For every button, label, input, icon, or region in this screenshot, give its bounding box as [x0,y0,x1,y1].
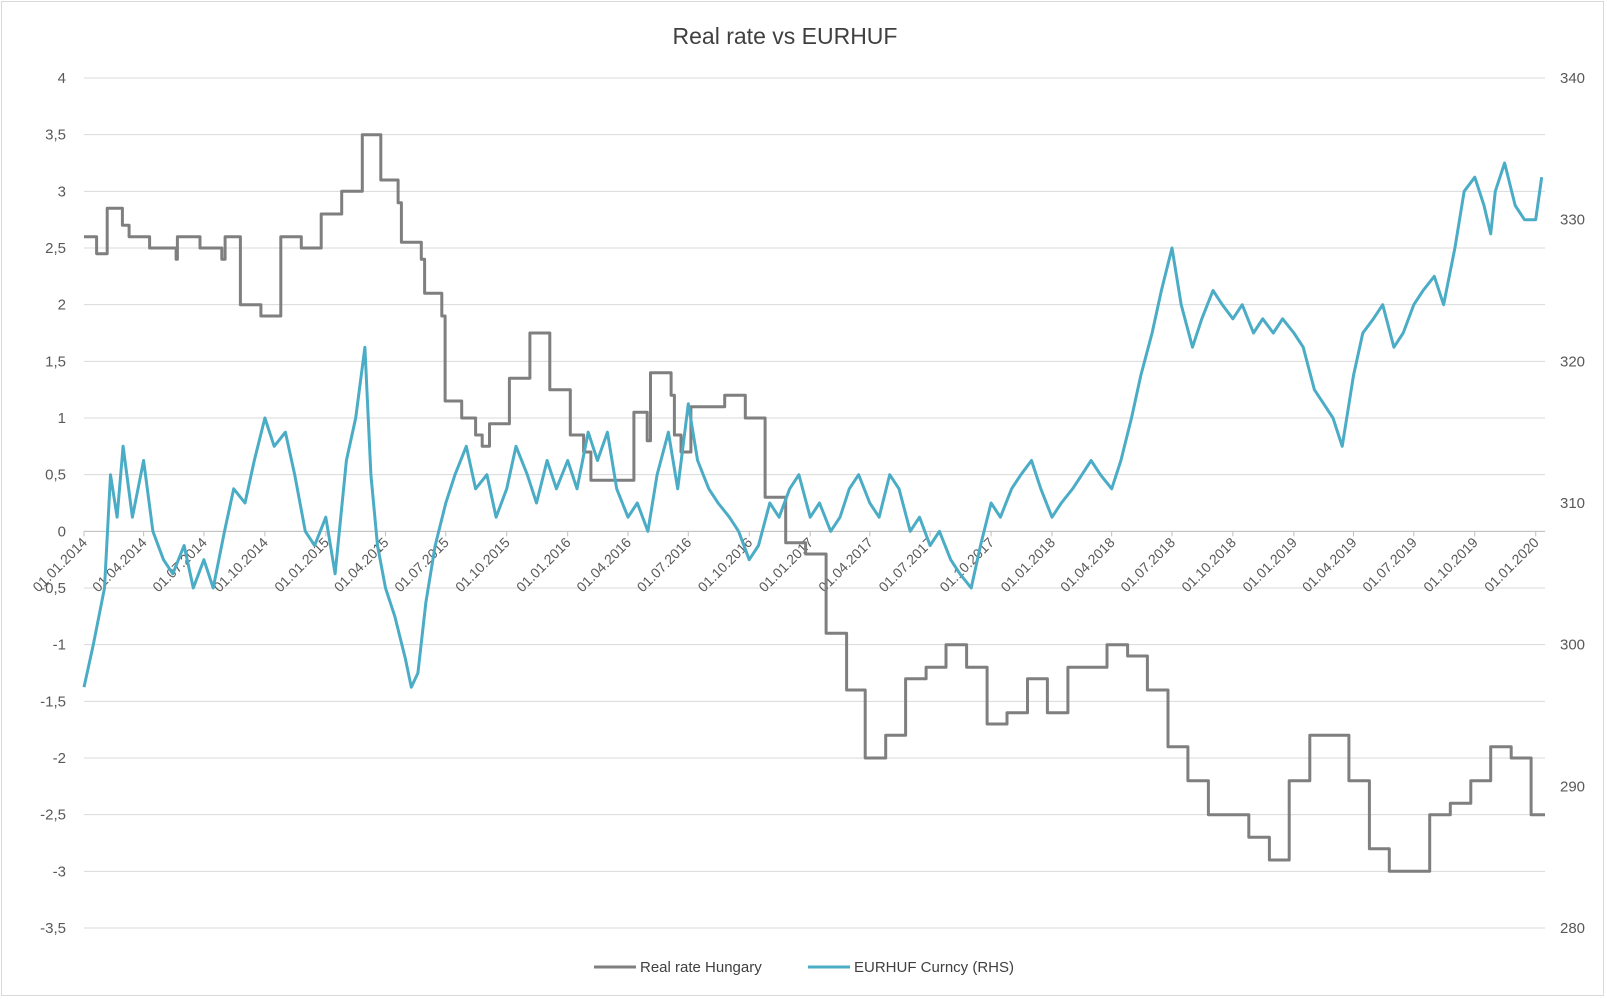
y-left-tick-label: 3,5 [45,127,66,144]
x-tick-label: 01.04.2019 [1299,534,1360,595]
y-right-tick-label: 280 [1560,920,1585,937]
right-axis: 340 330 320 310 300 290 280 [1560,70,1585,937]
chart-title: Real rate vs EURHUF [673,23,898,49]
y-left-tick-label: -3,5 [40,920,66,937]
legend-label-eurhuf: EURHUF Curncy (RHS) [854,959,1014,976]
x-tick-label: 01.07.2015 [391,534,452,595]
x-tick-label: 01.10.2018 [1178,534,1239,595]
y-right-tick-label: 290 [1560,778,1585,795]
x-tick-label: 01.04.2017 [815,534,876,595]
x-tick-label: 01.01.2018 [997,534,1058,595]
x-tick-label: 01.10.2016 [694,534,755,595]
y-left-tick-label: 0 [58,523,66,540]
x-tick-label: 01.07.2018 [1117,534,1178,595]
y-left-tick-label: -2,5 [40,807,66,824]
y-left-tick-label: -2 [53,750,66,767]
y-left-tick-label: -1,5 [40,693,66,710]
y-left-tick-label: -1 [53,637,66,654]
x-tick-label: 01.01.2020 [1481,534,1542,595]
series-line-1 [82,161,1544,689]
y-left-tick-label: 0,5 [45,467,66,484]
y-right-tick-label: 340 [1560,70,1585,87]
x-tick-label: 01.01.2016 [513,534,574,595]
x-tick-label: 01.01.2019 [1239,534,1300,595]
y-left-tick-label: 2,5 [45,240,66,257]
y-left-tick-label: 4 [58,70,66,87]
x-tick-label: 01.10.2019 [1420,534,1481,595]
left-axis: 4 3,5 3 2,5 2 1,5 1 0,5 0 -0,5 -1 -1,5 -2 -2,5 -3 -3,5 [40,70,66,937]
x-tick-label: 01.04.2014 [89,534,150,595]
legend: Real rate Hungary EURHUF Curncy (RHS) [594,959,1014,976]
x-tick-label: 01.01.2015 [271,534,332,595]
y-left-tick-label: -3 [53,863,66,880]
x-tick-label: 01.10.2015 [452,534,513,595]
y-left-tick-label: 2 [58,297,66,314]
gridlines [84,77,1545,929]
x-tick-label: 01.04.2016 [573,534,634,595]
legend-label-real-rate: Real rate Hungary [640,959,762,976]
y-right-tick-label: 320 [1560,353,1585,370]
y-left-tick-label: -0,5 [40,580,66,597]
y-right-tick-label: 310 [1560,495,1585,512]
x-tick-label: 01.04.2018 [1057,534,1118,595]
y-right-tick-label: 330 [1560,212,1585,229]
y-right-tick-label: 300 [1560,637,1585,654]
series-layer [82,133,1545,873]
y-left-tick-label: 1,5 [45,353,66,370]
x-tick-label: 01.07.2016 [634,534,695,595]
y-left-tick-label: 1 [58,410,66,427]
x-tick-label: 01.07.2017 [875,534,936,595]
series-line-0 [84,133,1545,873]
y-left-tick-label: 3 [58,183,66,200]
x-tick-label: 01.07.2019 [1359,534,1420,595]
